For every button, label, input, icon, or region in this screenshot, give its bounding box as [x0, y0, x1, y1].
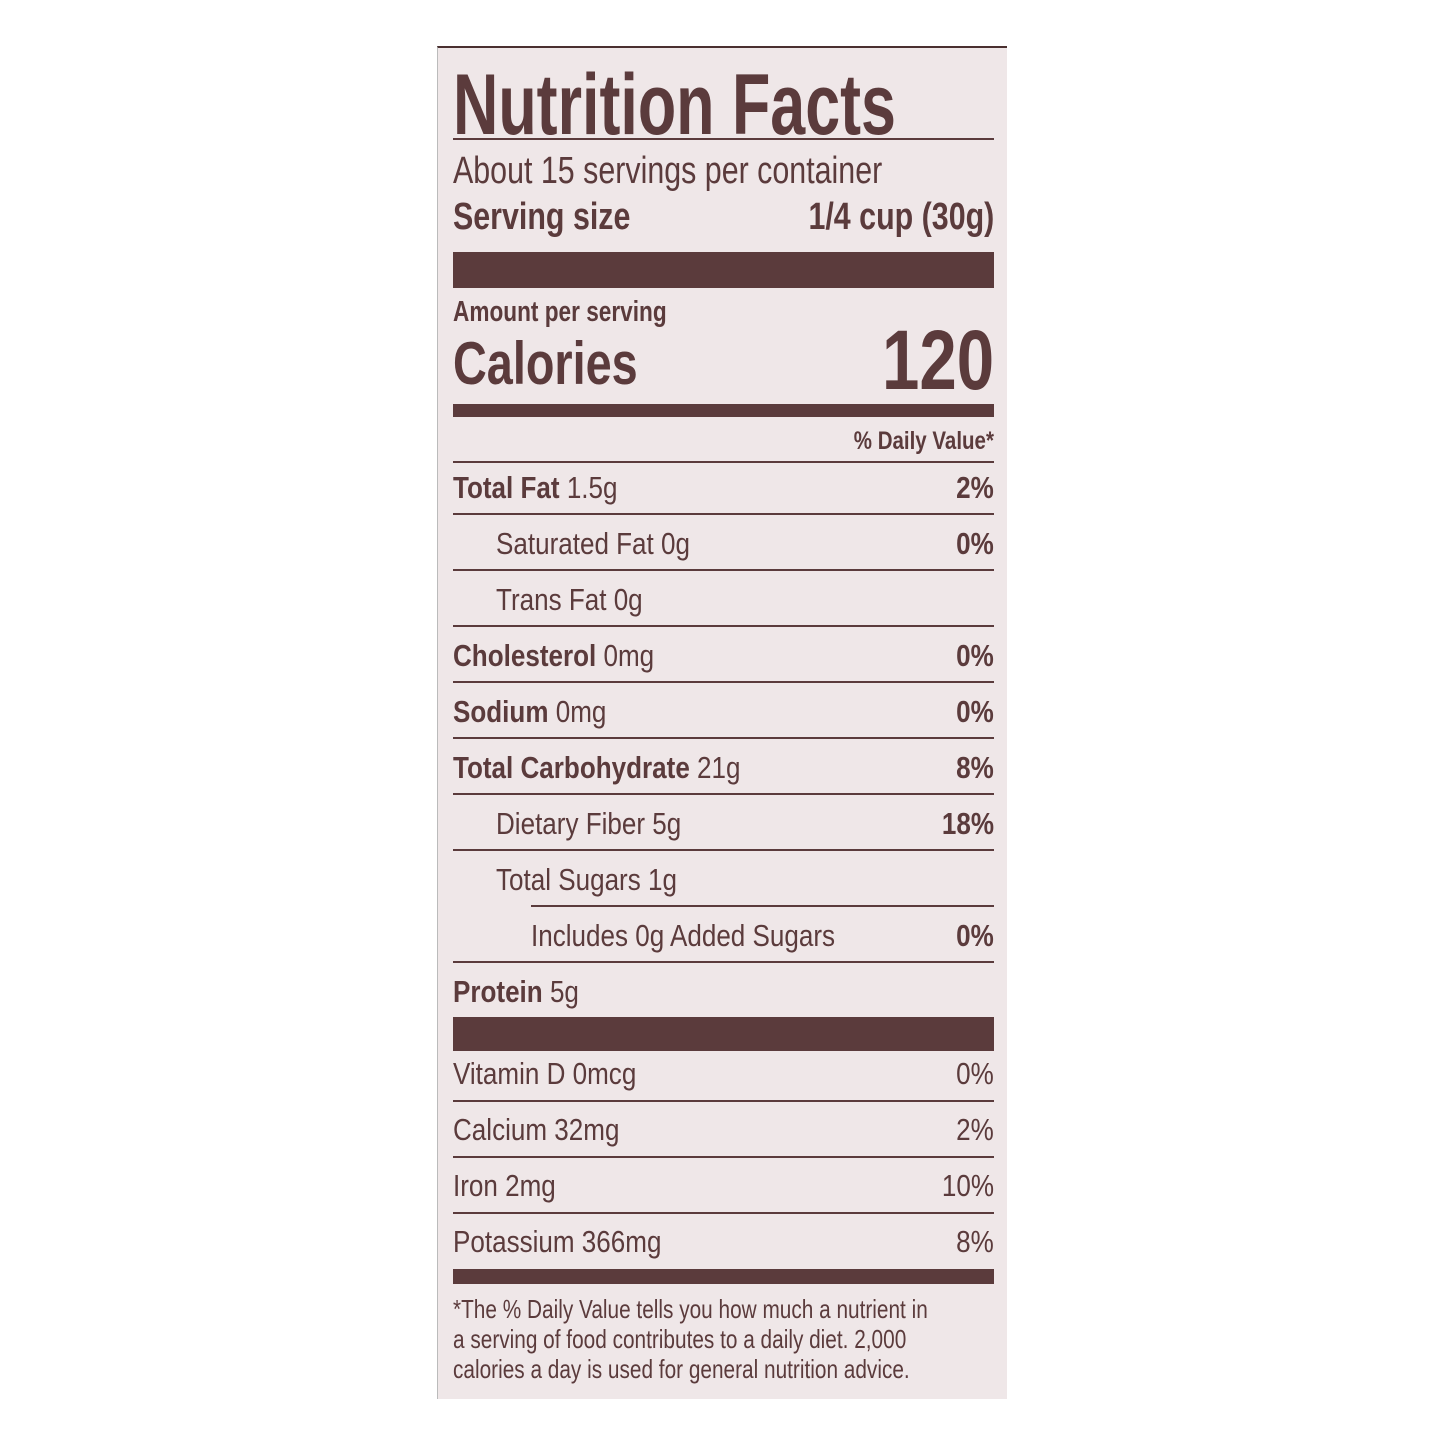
vitamin-name: Vitamin D 0mcg — [453, 1056, 637, 1091]
nutrient-name: Cholesterol — [453, 638, 597, 673]
nutrient-amount: 1.5g — [566, 470, 618, 505]
footnote-line: *The % Daily Value tells you how much a … — [453, 1294, 928, 1324]
nutrient-row-label: Total Carbohydrate 21g — [453, 752, 741, 783]
thick-bar — [453, 1017, 994, 1051]
calories-label: Calories — [453, 330, 638, 397]
nutrient-row-label: Includes 0g Added Sugars — [531, 920, 835, 951]
nutrient-row-label: Saturated Fat 0g — [496, 528, 690, 559]
nutrient-row-label: Cholesterol 0mg — [453, 640, 654, 671]
serving-size-value: 1/4 cup (30g) — [808, 196, 994, 238]
nutrient-name: Protein — [453, 974, 543, 1009]
nutrient-row-label: Total Sugars 1g — [496, 864, 677, 895]
footnote-line: a serving of food contributes to a daily… — [453, 1324, 907, 1354]
calories-value: 120 — [881, 313, 994, 407]
nutrient-name: Sodium — [453, 694, 549, 729]
daily-value-header: % Daily Value* — [853, 427, 994, 455]
nutrient-amount: 5g — [549, 974, 579, 1009]
vitamin-name: Iron 2mg — [453, 1168, 556, 1203]
nutrient-row-label: Dietary Fiber 5g — [496, 808, 681, 839]
divider — [453, 793, 994, 795]
divider — [453, 461, 994, 463]
nutrient-name: Total Carbohydrate — [453, 750, 690, 785]
divider — [453, 1156, 994, 1158]
nutrient-row-label: Sodium 0mg — [453, 696, 606, 727]
amount-per-serving: Amount per serving — [453, 296, 667, 328]
nutrient-row-label: Trans Fat 0g — [496, 584, 643, 615]
nutrient-amount: 21g — [697, 750, 741, 785]
nutrient-row-label: Protein 5g — [453, 976, 579, 1007]
nutrient-daily-value: 0% — [956, 694, 994, 729]
nutrition-facts-label: Nutrition Facts About 15 servings per co… — [437, 46, 1007, 1399]
divider — [453, 681, 994, 683]
divider — [531, 905, 994, 907]
nutrient-amount: 0mg — [603, 638, 655, 673]
divider — [453, 849, 994, 851]
nutrient-name: Saturated Fat 0g — [496, 526, 690, 561]
divider — [453, 138, 994, 140]
nutrient-name: Total Fat — [453, 470, 560, 505]
nutrient-daily-value: 0% — [956, 918, 994, 953]
nutrient-daily-value: 0% — [956, 638, 994, 673]
serving-size-label: Serving size — [453, 196, 631, 238]
thick-bar — [453, 252, 994, 288]
vitamin-name: Calcium 32mg — [453, 1112, 620, 1147]
label-title: Nutrition Facts — [453, 57, 896, 153]
divider — [453, 737, 994, 739]
nutrient-name: Trans Fat 0g — [496, 582, 643, 617]
vitamin-daily-value: 8% — [956, 1224, 994, 1259]
nutrient-amount: 0mg — [555, 694, 607, 729]
vitamin-name: Potassium 366mg — [453, 1224, 662, 1259]
nutrient-name: Total Sugars 1g — [496, 862, 677, 897]
nutrient-name: Dietary Fiber 5g — [496, 806, 682, 841]
nutrient-daily-value: 8% — [956, 750, 994, 785]
footnote-line: calories a day is used for general nutri… — [453, 1354, 910, 1384]
divider — [453, 569, 994, 571]
nutrient-daily-value: 0% — [956, 526, 994, 561]
vitamin-daily-value: 0% — [956, 1056, 994, 1091]
servings-per-container: About 15 servings per container — [453, 150, 883, 192]
divider — [453, 1100, 994, 1102]
nutrient-name: Includes 0g Added Sugars — [531, 918, 836, 953]
vitamin-daily-value: 10% — [941, 1168, 994, 1203]
nutrient-row-label: Total Fat 1.5g — [453, 472, 618, 503]
divider — [453, 961, 994, 963]
medium-bar — [453, 404, 994, 417]
divider — [453, 1212, 994, 1214]
medium-bar — [453, 1269, 994, 1284]
vitamin-daily-value: 2% — [956, 1112, 994, 1147]
nutrient-daily-value: 2% — [956, 470, 994, 505]
divider — [453, 625, 994, 627]
divider — [453, 513, 994, 515]
nutrient-daily-value: 18% — [941, 806, 994, 841]
